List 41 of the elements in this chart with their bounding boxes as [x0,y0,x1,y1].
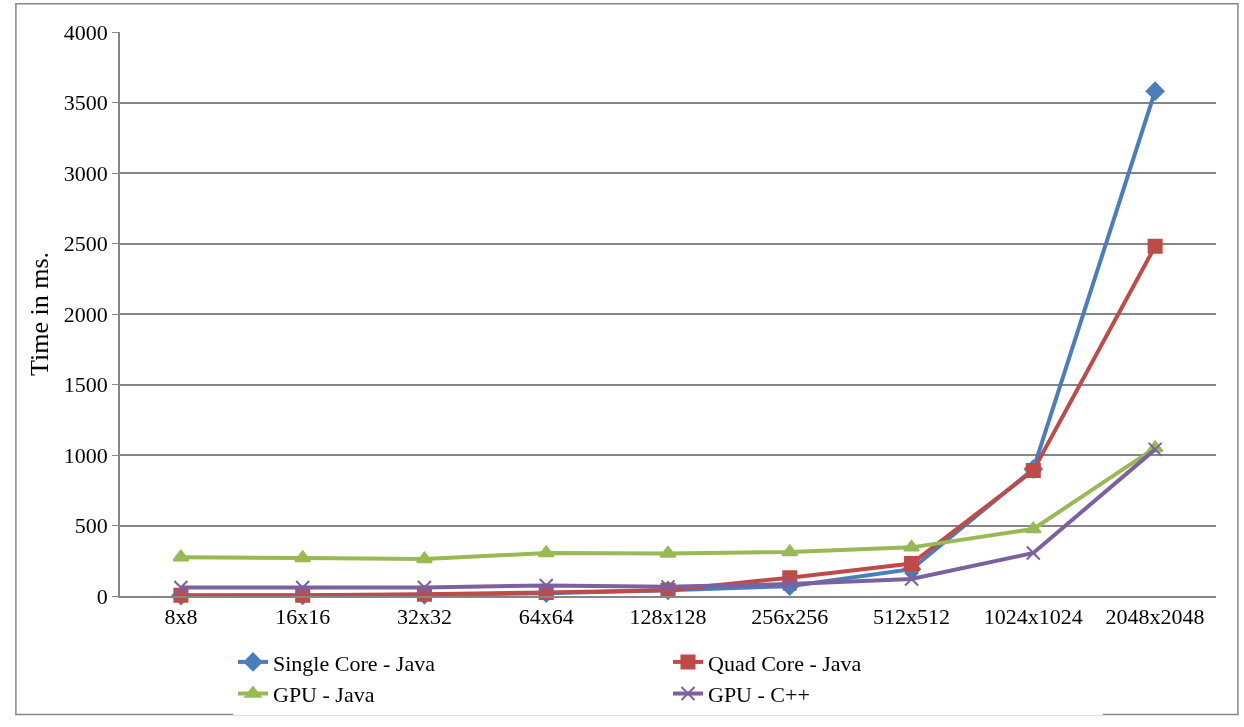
x-tick-label: 1024x1024 [983,604,1083,630]
point [1147,441,1163,457]
legend-label: GPU - C++ [708,682,810,708]
point [904,571,920,587]
x-tick-label: 2048x2048 [1105,604,1205,630]
point [1024,521,1042,534]
point [415,551,433,564]
x-tick-label: 32x32 [396,604,452,630]
point [659,545,677,558]
x-tick-label: 256x256 [751,604,829,630]
point [1145,81,1165,101]
y-tick-label: 4000 [63,19,108,45]
y-tick-label: 2500 [63,231,108,257]
legend-label: GPU - Java [273,682,375,708]
y-tick-label: 2000 [63,301,108,327]
y-tick-label: 0 [96,583,108,609]
legend-label: Quad Core - Java [708,650,862,676]
y-tick-label: 3500 [63,90,108,116]
point [1025,463,1041,479]
y-tick-label: 1500 [63,372,108,398]
point [904,556,920,572]
point [295,580,311,596]
point [1147,238,1163,254]
point [903,539,921,552]
point [781,544,799,557]
x-tick-label: 8x8 [164,604,198,630]
point [172,549,190,562]
y-tick-label: 500 [74,513,108,539]
point [537,545,555,558]
point [1025,545,1041,561]
x-tick-label: 16x16 [275,604,331,630]
legend-label: Single Core - Java [273,650,436,676]
point [294,550,312,563]
y-tick-label: 1000 [63,442,108,468]
x-tick-label: 64x64 [518,604,574,630]
y-axis-title: Time in ms. [24,251,54,377]
point [416,580,432,596]
point [538,577,554,593]
x-tick-label: 512x512 [873,604,951,630]
x-tick-label: 128x128 [629,604,707,630]
y-tick-label: 3000 [63,160,108,186]
